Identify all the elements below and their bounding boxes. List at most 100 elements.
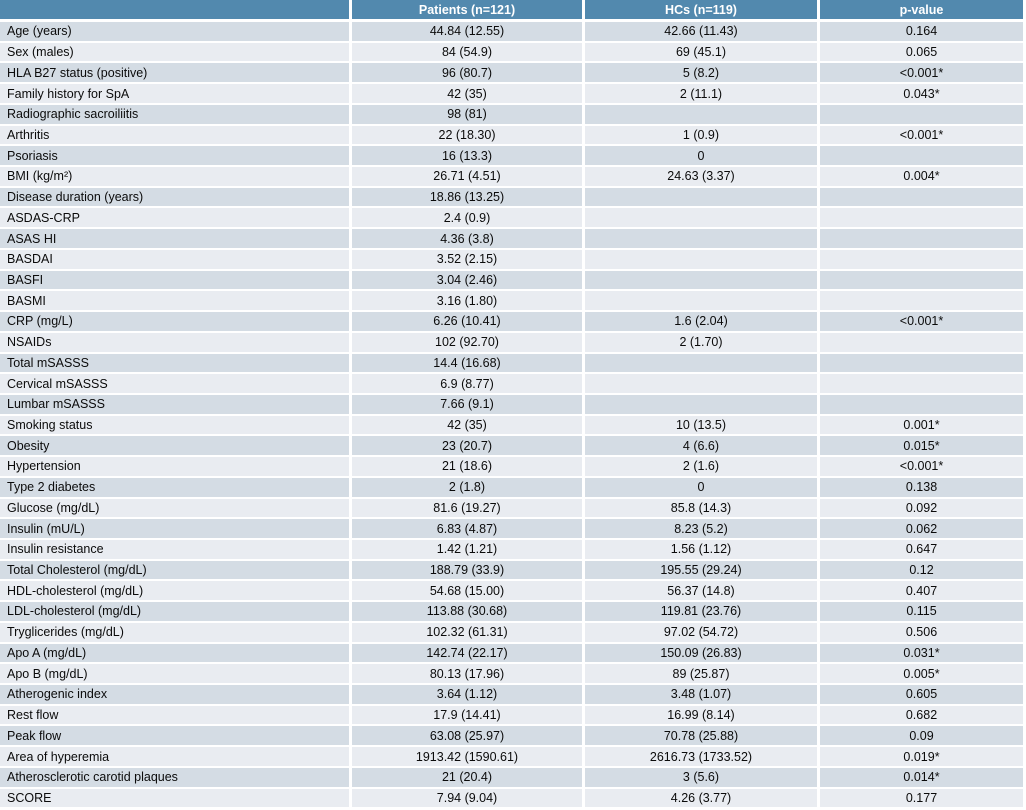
cell-patients: 3.16 (1.80)	[352, 291, 585, 313]
cell-pvalue: 0.062	[820, 519, 1023, 540]
row-label: SCORE	[0, 788, 352, 810]
cell-patients: 26.71 (4.51)	[352, 167, 585, 188]
table-row: Apo A (mg/dL) 142.74 (22.17) 150.09 (26.83…	[0, 643, 1026, 665]
cell-patients: 3.64 (1.12)	[352, 685, 585, 706]
cell-pvalue: 0.506	[820, 622, 1023, 644]
row-label: Rest flow	[0, 705, 352, 727]
table-row: BASDAI 3.52 (2.15)	[0, 249, 1026, 271]
cell-patients: 102.32 (61.31)	[352, 622, 585, 644]
cell-hcs	[585, 270, 820, 292]
cell-pvalue: 0.682	[820, 705, 1023, 727]
cell-hcs: 16.99 (8.14)	[585, 705, 820, 727]
cell-hcs: 5 (8.2)	[585, 63, 820, 85]
cell-patients: 84 (54.9)	[352, 42, 585, 64]
cell-hcs: 89 (25.87)	[585, 664, 820, 685]
cell-pvalue: 0.001*	[820, 415, 1023, 437]
cell-pvalue	[820, 249, 1023, 271]
row-label: LDL-cholesterol (mg/dL)	[0, 602, 352, 623]
cell-pvalue	[820, 374, 1023, 395]
table-row: Total mSASSS 14.4 (16.68)	[0, 353, 1026, 375]
row-label: Lumbar mSASSS	[0, 394, 352, 416]
cell-patients: 6.83 (4.87)	[352, 519, 585, 540]
cell-pvalue	[820, 353, 1023, 375]
table-row: Atherogenic index 3.64 (1.12) 3.48 (1.07) 0…	[0, 685, 1026, 706]
cell-pvalue: 0.014*	[820, 767, 1023, 789]
cell-hcs: 70.78 (25.88)	[585, 726, 820, 748]
cell-hcs: 3 (5.6)	[585, 767, 820, 789]
cell-patients: 18.86 (13.25)	[352, 187, 585, 209]
cell-patients: 102 (92.70)	[352, 332, 585, 354]
cell-pvalue: 0.138	[820, 477, 1023, 499]
cell-hcs: 1 (0.9)	[585, 125, 820, 147]
cell-hcs: 2 (1.6)	[585, 457, 820, 478]
row-label: Tryglicerides (mg/dL)	[0, 622, 352, 644]
cell-pvalue	[820, 291, 1023, 313]
cell-pvalue: 0.004*	[820, 167, 1023, 188]
row-label: Arthritis	[0, 125, 352, 147]
row-label: ASAS HI	[0, 229, 352, 250]
cell-patients: 22 (18.30)	[352, 125, 585, 147]
cell-patients: 17.9 (14.41)	[352, 705, 585, 727]
cell-pvalue: <0.001*	[820, 125, 1023, 147]
cell-hcs: 1.6 (2.04)	[585, 312, 820, 333]
cell-pvalue: 0.09	[820, 726, 1023, 748]
row-label: Peak flow	[0, 726, 352, 748]
row-label: Atherogenic index	[0, 685, 352, 706]
table-row: LDL-cholesterol (mg/dL) 113.88 (30.68) 119…	[0, 602, 1026, 623]
table-row: Disease duration (years) 18.86 (13.25)	[0, 187, 1026, 209]
table-row: Hypertension 21 (18.6) 2 (1.6) <0.001*	[0, 457, 1026, 478]
row-label: Radiographic sacroiliitis	[0, 104, 352, 126]
row-label: Apo A (mg/dL)	[0, 643, 352, 665]
cell-patients: 16 (13.3)	[352, 146, 585, 168]
cell-patients: 1.42 (1.21)	[352, 539, 585, 561]
cell-pvalue	[820, 208, 1023, 230]
cell-hcs: 69 (45.1)	[585, 42, 820, 64]
cell-hcs: 3.48 (1.07)	[585, 685, 820, 706]
cell-hcs: 0	[585, 146, 820, 168]
cell-pvalue: 0.115	[820, 602, 1023, 623]
table-row: Psoriasis 16 (13.3) 0	[0, 146, 1026, 168]
cell-patients: 54.68 (15.00)	[352, 581, 585, 603]
cell-hcs: 4 (6.6)	[585, 436, 820, 458]
row-label: BASFI	[0, 270, 352, 292]
table-row: HLA B27 status (positive) 96 (80.7) 5 (8.2…	[0, 63, 1026, 85]
row-label: BASDAI	[0, 249, 352, 271]
cell-pvalue	[820, 187, 1023, 209]
table-row: Insulin resistance 1.42 (1.21) 1.56 (1.12)…	[0, 539, 1026, 561]
cell-hcs	[585, 394, 820, 416]
table-row: BMI (kg/m²) 26.71 (4.51) 24.63 (3.37) 0.004…	[0, 167, 1026, 188]
cell-pvalue: 0.065	[820, 42, 1023, 64]
cell-hcs: 4.26 (3.77)	[585, 788, 820, 810]
table-row: ASAS HI 4.36 (3.8)	[0, 229, 1026, 250]
cell-hcs	[585, 374, 820, 395]
cell-hcs: 1.56 (1.12)	[585, 539, 820, 561]
cell-hcs	[585, 291, 820, 313]
row-label: Smoking status	[0, 415, 352, 437]
cell-hcs: 85.8 (14.3)	[585, 498, 820, 520]
table-row: Arthritis 22 (18.30) 1 (0.9) <0.001*	[0, 125, 1026, 147]
cell-patients: 7.66 (9.1)	[352, 394, 585, 416]
cell-pvalue: 0.177	[820, 788, 1023, 810]
table-header-row: Patients (n=121) HCs (n=119) p-value	[0, 0, 1026, 22]
header-cell-pvalue: p-value	[820, 0, 1023, 22]
row-label: Age (years)	[0, 22, 352, 43]
cell-pvalue: 0.005*	[820, 664, 1023, 685]
cell-patients: 81.6 (19.27)	[352, 498, 585, 520]
cell-pvalue	[820, 146, 1023, 168]
cell-patients: 142.74 (22.17)	[352, 643, 585, 665]
cell-patients: 6.9 (8.77)	[352, 374, 585, 395]
cell-hcs: 2616.73 (1733.52)	[585, 747, 820, 768]
cell-patients: 42 (35)	[352, 84, 585, 105]
table-row: SCORE 7.94 (9.04) 4.26 (3.77) 0.177	[0, 788, 1026, 810]
cell-pvalue: <0.001*	[820, 457, 1023, 478]
cell-hcs: 10 (13.5)	[585, 415, 820, 437]
table-row: Lumbar mSASSS 7.66 (9.1)	[0, 394, 1026, 416]
cell-hcs	[585, 187, 820, 209]
row-label: Glucose (mg/dL)	[0, 498, 352, 520]
cell-hcs	[585, 229, 820, 250]
table-row: Tryglicerides (mg/dL) 102.32 (61.31) 97.02…	[0, 622, 1026, 644]
cell-pvalue	[820, 332, 1023, 354]
cell-hcs: 97.02 (54.72)	[585, 622, 820, 644]
table-row: HDL-cholesterol (mg/dL) 54.68 (15.00) 56.3…	[0, 581, 1026, 603]
cell-patients: 2.4 (0.9)	[352, 208, 585, 230]
